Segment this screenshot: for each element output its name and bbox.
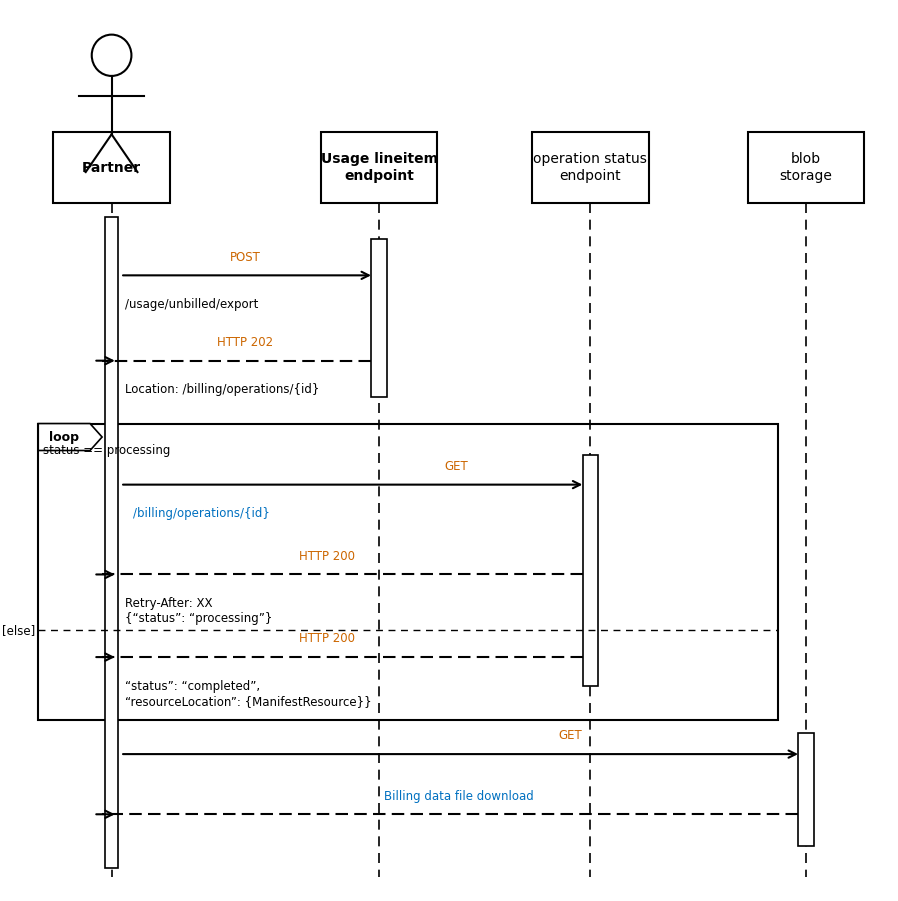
Text: loop: loop: [49, 431, 79, 443]
Text: Retry-After: XX
{“status”: “processing”}: Retry-After: XX {“status”: “processing”}: [125, 596, 272, 625]
Text: GET: GET: [558, 730, 582, 742]
Text: “status”: “completed”,
“resourceLocation”: {ManifestResource}}: “status”: “completed”, “resourceLocation…: [125, 679, 371, 707]
Text: Location: /billing/operations/{id}: Location: /billing/operations/{id}: [125, 383, 319, 396]
Bar: [583, 455, 598, 686]
Text: status == processing: status == processing: [42, 444, 170, 457]
Bar: [748, 132, 864, 204]
Text: Billing data file download: Billing data file download: [384, 789, 533, 803]
Bar: [39, 423, 778, 720]
Text: POST: POST: [230, 250, 260, 264]
Text: /billing/operations/{id}: /billing/operations/{id}: [133, 507, 270, 520]
Text: Partner: Partner: [82, 160, 141, 175]
Polygon shape: [39, 423, 102, 450]
Text: HTTP 202: HTTP 202: [217, 336, 273, 349]
Text: HTTP 200: HTTP 200: [299, 550, 355, 563]
Text: blob
storage: blob storage: [779, 152, 832, 183]
Bar: [53, 132, 170, 204]
Bar: [321, 132, 437, 204]
Text: Usage lineitem
endpoint: Usage lineitem endpoint: [321, 152, 437, 183]
Text: /usage/unbilled/export: /usage/unbilled/export: [125, 298, 258, 311]
Bar: [798, 733, 814, 846]
Bar: [105, 217, 119, 869]
Bar: [533, 132, 648, 204]
Text: HTTP 200: HTTP 200: [299, 633, 355, 645]
Text: operation status
endpoint: operation status endpoint: [533, 152, 647, 183]
Text: GET: GET: [445, 460, 468, 473]
Text: [else]: [else]: [2, 623, 35, 637]
Bar: [371, 240, 387, 396]
